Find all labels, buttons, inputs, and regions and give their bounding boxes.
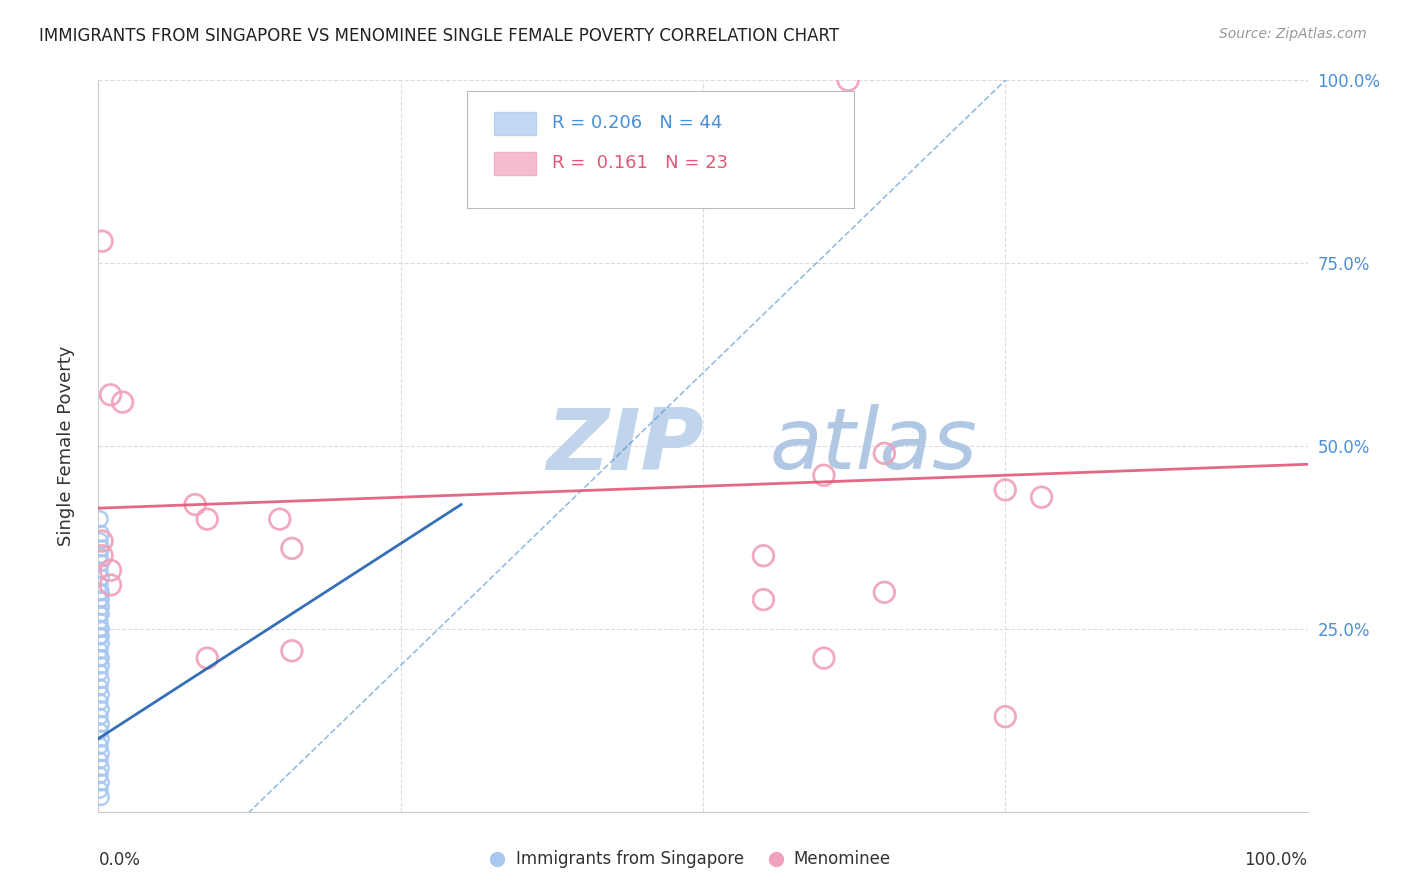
Point [89,651,111,665]
Point [195,651,218,665]
Point [89,592,111,607]
Text: R = 0.206   N = 44: R = 0.206 N = 44 [551,113,723,132]
Point [184,498,207,512]
Text: IMMIGRANTS FROM SINGAPORE VS MENOMINEE SINGLE FEMALE POVERTY CORRELATION CHART: IMMIGRANTS FROM SINGAPORE VS MENOMINEE S… [39,27,839,45]
Point [90,592,112,607]
Point [90,599,112,614]
Point [89,709,111,723]
Point [195,512,218,526]
Point [90,651,112,665]
Text: ZIP: ZIP [546,404,703,488]
Point [91,549,114,563]
Text: Menominee: Menominee [793,850,891,868]
FancyBboxPatch shape [494,112,536,136]
Text: Immigrants from Singapore: Immigrants from Singapore [516,850,744,868]
Point [90,731,112,746]
Point [90,688,112,702]
Point [89,585,111,599]
Point [813,651,835,665]
Point [90,658,112,673]
Point [994,483,1017,497]
Point [89,512,111,526]
Point [90,673,112,687]
Point [89,607,111,622]
Point [89,622,111,636]
Point [90,761,112,775]
Point [1031,490,1053,504]
Point [100,388,122,402]
Point [89,768,111,782]
Point [89,629,111,643]
FancyBboxPatch shape [494,152,536,176]
Point [89,563,111,577]
Point [89,615,111,629]
Point [281,541,304,556]
Point [752,549,775,563]
Point [90,717,112,731]
Point [89,754,111,768]
Point [90,571,112,585]
Point [90,746,112,760]
Point [873,585,896,599]
Point [91,534,114,549]
Point [752,592,775,607]
Point [111,395,134,409]
Point [89,665,111,680]
Point [873,446,896,460]
Point [89,681,111,695]
Point [89,739,111,753]
Point [89,644,111,658]
Point [90,526,112,541]
Point [837,73,859,87]
Point [90,622,112,636]
Point [90,775,112,789]
Point [281,644,304,658]
Y-axis label: Single Female Poverty: Single Female Poverty [56,346,75,546]
Point [813,468,835,483]
Text: 0.0%: 0.0% [98,851,141,869]
Point [90,702,112,716]
Text: Source: ZipAtlas.com: Source: ZipAtlas.com [1219,27,1367,41]
Point [89,724,111,739]
Point [90,790,112,805]
Point [89,782,111,797]
Text: R =  0.161   N = 23: R = 0.161 N = 23 [551,154,728,172]
Point [91,234,114,248]
Point [89,695,111,709]
Point [100,563,122,577]
Point [90,607,112,622]
Point [90,629,112,643]
Point [90,556,112,570]
Point [89,578,111,592]
Point [90,636,112,650]
Point [90,541,112,556]
FancyBboxPatch shape [467,91,855,209]
Text: 100.0%: 100.0% [1244,851,1308,869]
Point [90,585,112,599]
Text: atlas: atlas [769,404,977,488]
Point [269,512,291,526]
Point [89,549,111,563]
Point [100,578,122,592]
Point [89,534,111,549]
Point [994,709,1017,723]
